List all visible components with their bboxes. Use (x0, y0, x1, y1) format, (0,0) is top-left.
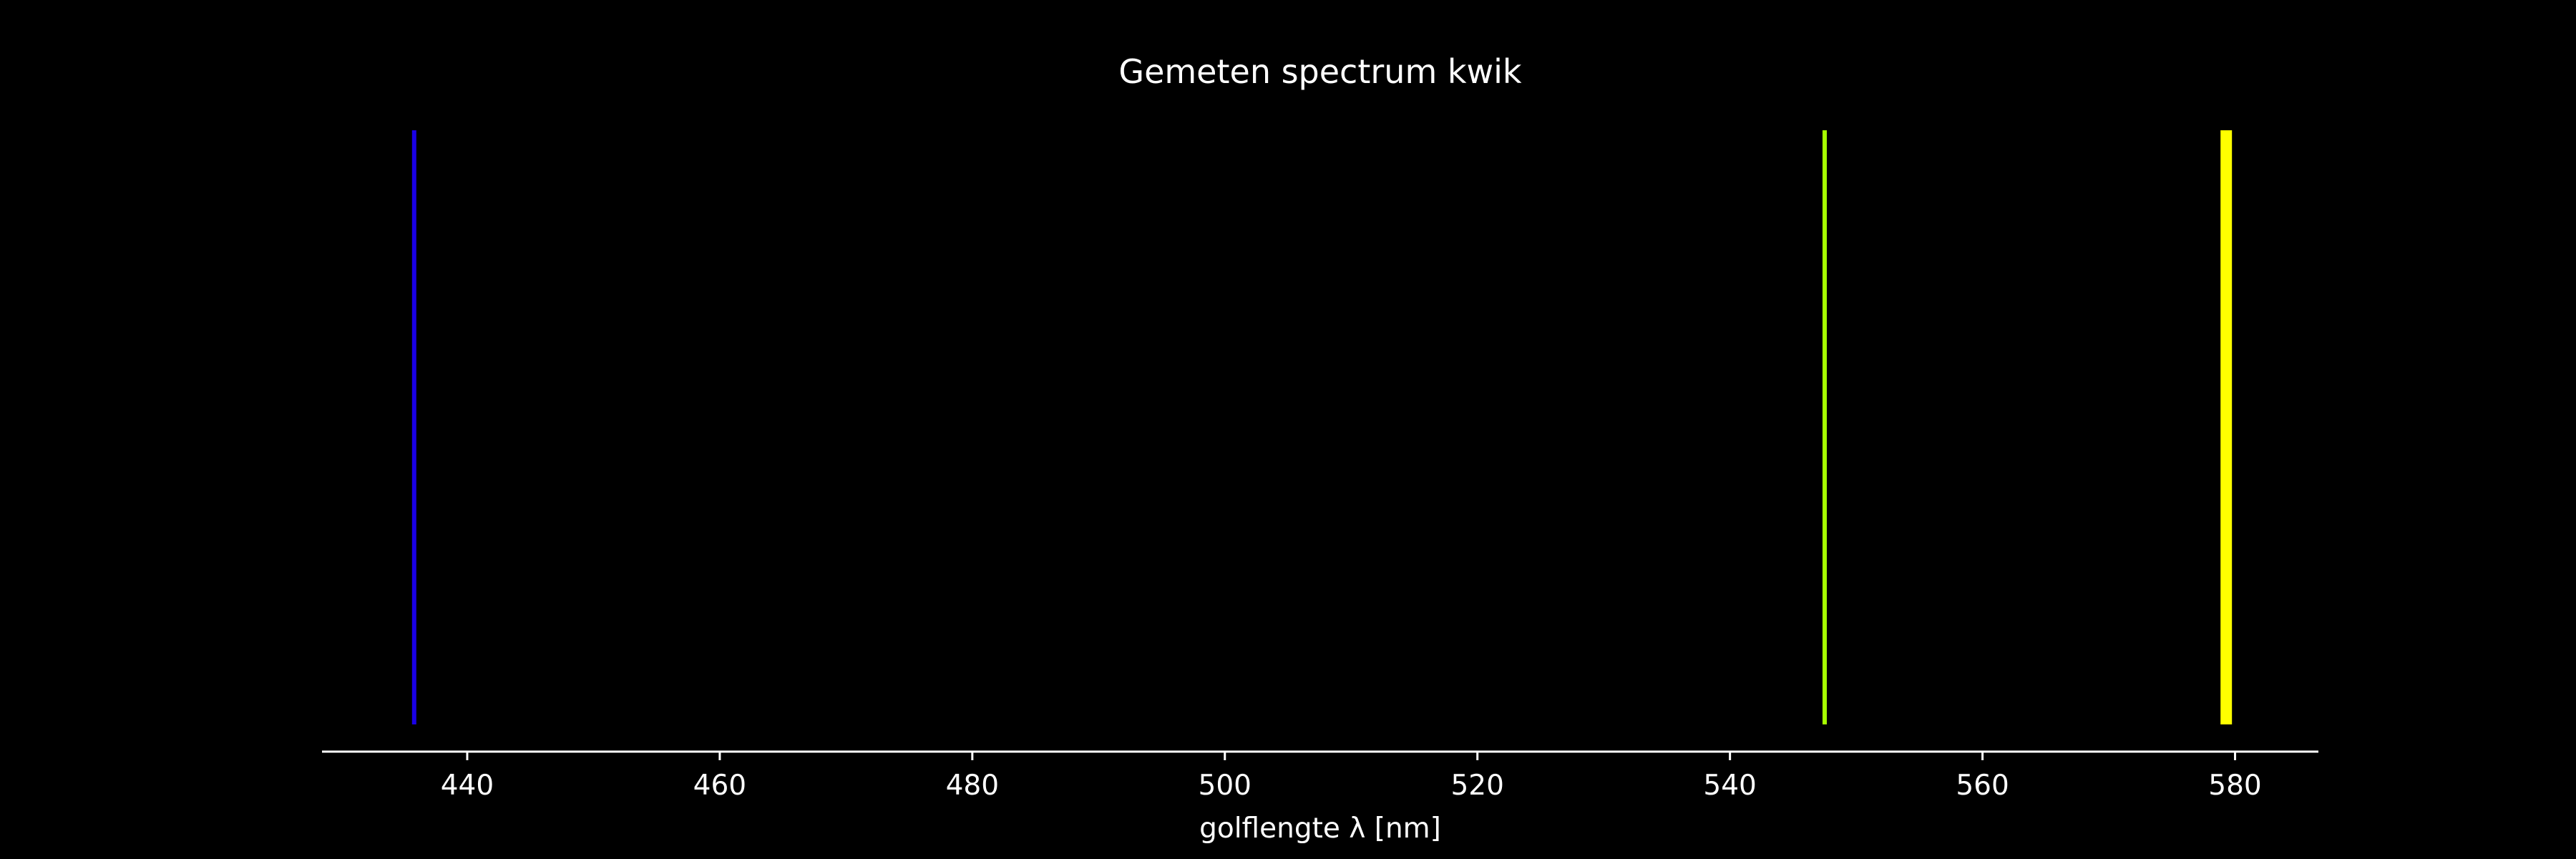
spectral-line (1823, 130, 1827, 724)
x-tick-label: 440 (441, 770, 494, 802)
x-tick-label: 480 (946, 770, 999, 802)
spectral-line (2220, 130, 2233, 724)
x-tick-label: 460 (693, 770, 746, 802)
x-tick-label: 560 (1956, 770, 2009, 802)
chart-title: Gemeten spectrum kwik (1118, 52, 1522, 91)
x-tick-label: 580 (2208, 770, 2261, 802)
x-tick-label: 500 (1199, 770, 1252, 802)
x-axis-label: golflengte λ [nm] (1199, 812, 1441, 845)
x-axis-ticks: 440 460 480 500 520 540 560 580 (441, 752, 2262, 802)
spectral-line (411, 130, 416, 724)
x-tick-label: 520 (1450, 770, 1503, 802)
spectral-lines (411, 130, 2233, 724)
x-tick-label: 540 (1703, 770, 1756, 802)
